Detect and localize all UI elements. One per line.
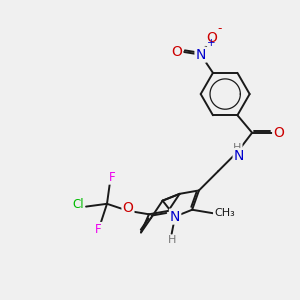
- Text: +: +: [207, 38, 215, 48]
- Text: CH₃: CH₃: [214, 208, 235, 218]
- Text: F: F: [109, 171, 115, 184]
- Text: N: N: [196, 48, 206, 62]
- Text: Cl: Cl: [73, 198, 84, 211]
- Text: F: F: [95, 223, 102, 236]
- Text: H: H: [167, 235, 176, 245]
- Text: O: O: [172, 45, 182, 59]
- Text: O: O: [206, 31, 217, 45]
- Text: O: O: [273, 126, 284, 140]
- Text: O: O: [122, 201, 134, 215]
- Text: H: H: [233, 143, 242, 153]
- Text: N: N: [170, 210, 180, 224]
- Text: N: N: [234, 149, 244, 163]
- Text: -: -: [218, 22, 222, 35]
